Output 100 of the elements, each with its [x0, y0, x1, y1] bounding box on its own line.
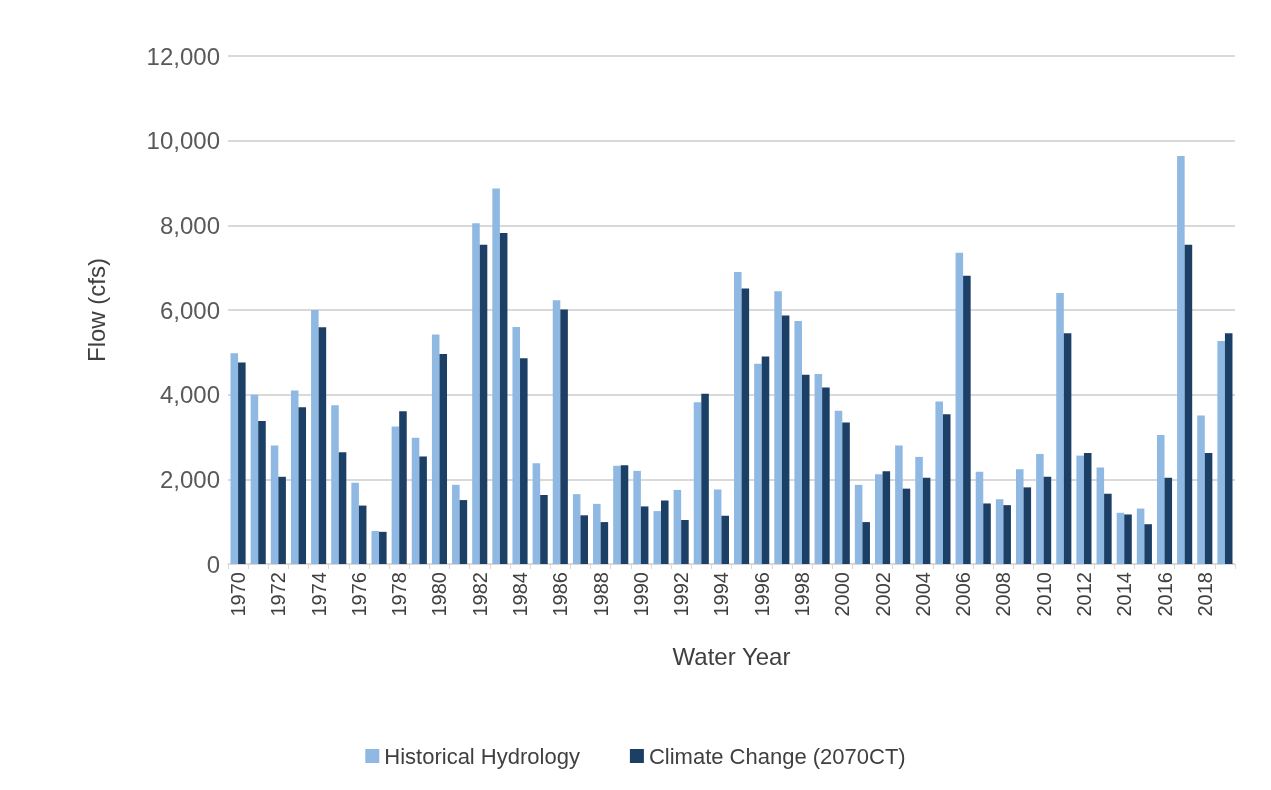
bar: [552, 300, 561, 564]
bar: [895, 445, 903, 564]
bar: [754, 363, 762, 564]
x-tick-label: 1990: [629, 572, 652, 617]
bar: [761, 356, 770, 564]
bar: [230, 353, 239, 564]
legend-label: Historical Hydrology: [384, 743, 580, 769]
bar: [613, 465, 621, 564]
x-tick-label: 2014: [1113, 572, 1136, 617]
bar: [653, 511, 662, 564]
bar: [774, 291, 782, 564]
bar: [721, 515, 729, 564]
bar: [955, 252, 964, 564]
x-tick-label: 2012: [1072, 572, 1095, 617]
bar: [1003, 505, 1011, 564]
bar: [1136, 508, 1145, 564]
bar: [351, 482, 359, 564]
x-tick-label: 2010: [1032, 572, 1055, 617]
bar: [633, 470, 641, 564]
bar: [472, 223, 480, 564]
bar: [452, 484, 460, 564]
bar: [1104, 493, 1112, 564]
bar: [1063, 333, 1072, 564]
bar: [459, 500, 468, 564]
x-tick-label: 1998: [790, 572, 813, 617]
bar: [1036, 453, 1044, 564]
bar: [995, 499, 1004, 564]
bar: [580, 515, 588, 564]
bar: [1184, 244, 1193, 564]
bar: [358, 505, 367, 564]
bar: [781, 315, 790, 564]
bar: [278, 476, 286, 564]
bar: [875, 474, 883, 564]
bar: [1096, 467, 1105, 564]
bar: [1076, 455, 1084, 564]
bar: [814, 373, 823, 564]
bar: [439, 354, 448, 564]
bar: [1116, 512, 1125, 564]
bar: [983, 503, 991, 564]
bar: [862, 522, 870, 564]
bar: [640, 506, 649, 564]
x-tick-label: 1988: [589, 572, 612, 617]
bar: [479, 244, 488, 564]
bar: [238, 362, 246, 564]
bar: [1156, 434, 1165, 564]
bar: [620, 465, 629, 564]
x-tick-label: 1986: [549, 572, 572, 617]
bar: [673, 489, 682, 564]
bar: [1197, 415, 1205, 564]
bar: [419, 456, 427, 564]
bar: [540, 495, 548, 564]
bar: [854, 484, 863, 564]
bar: [338, 452, 347, 564]
bar: [915, 456, 923, 564]
bar: [801, 374, 810, 564]
x-tick-label: 1980: [428, 572, 451, 617]
bar: [600, 522, 609, 564]
bar: [1204, 453, 1213, 564]
bar: [512, 326, 521, 564]
bar: [298, 407, 307, 564]
bar: [379, 531, 387, 564]
y-tick-label: 10,000: [146, 127, 220, 155]
y-tick-label: 6,000: [159, 296, 220, 324]
x-tick-label: 2002: [871, 572, 894, 617]
bar: [922, 477, 931, 564]
bar: [701, 393, 709, 564]
bar: [399, 411, 407, 564]
bar: [250, 394, 259, 564]
x-tick-label: 1976: [347, 572, 370, 617]
bar: [431, 334, 440, 564]
bar: [963, 275, 971, 564]
bar: [520, 358, 528, 564]
bar: [311, 310, 319, 564]
x-tick-label: 1982: [468, 572, 491, 617]
x-tick-label: 1974: [307, 572, 330, 617]
bar: [975, 471, 984, 564]
bar: [834, 410, 843, 564]
bar: [1056, 293, 1064, 564]
bar: [411, 437, 420, 564]
y-tick-label: 2,000: [159, 465, 220, 493]
bar: [371, 530, 380, 564]
bar: [1015, 469, 1024, 564]
bar: [713, 489, 722, 564]
bar: [331, 405, 339, 564]
y-axis-title: Flow (cfs): [82, 258, 110, 362]
x-tick-label: 1994: [710, 572, 733, 617]
bar: [882, 471, 891, 564]
legend-label: Climate Change (2070CT): [648, 743, 906, 769]
bar: [693, 402, 702, 564]
y-tick-label: 8,000: [159, 211, 220, 239]
bar: [1164, 477, 1173, 564]
x-tick-label: 2016: [1153, 572, 1176, 617]
bar: [1043, 476, 1052, 564]
x-tick-label: 1996: [750, 572, 773, 617]
x-tick-label: 2006: [952, 572, 975, 617]
y-tick-label: 12,000: [146, 42, 220, 70]
bar: [794, 321, 802, 564]
y-tick-label: 4,000: [159, 381, 220, 409]
x-tick-label: 1992: [670, 572, 693, 617]
bar: [1177, 155, 1185, 564]
